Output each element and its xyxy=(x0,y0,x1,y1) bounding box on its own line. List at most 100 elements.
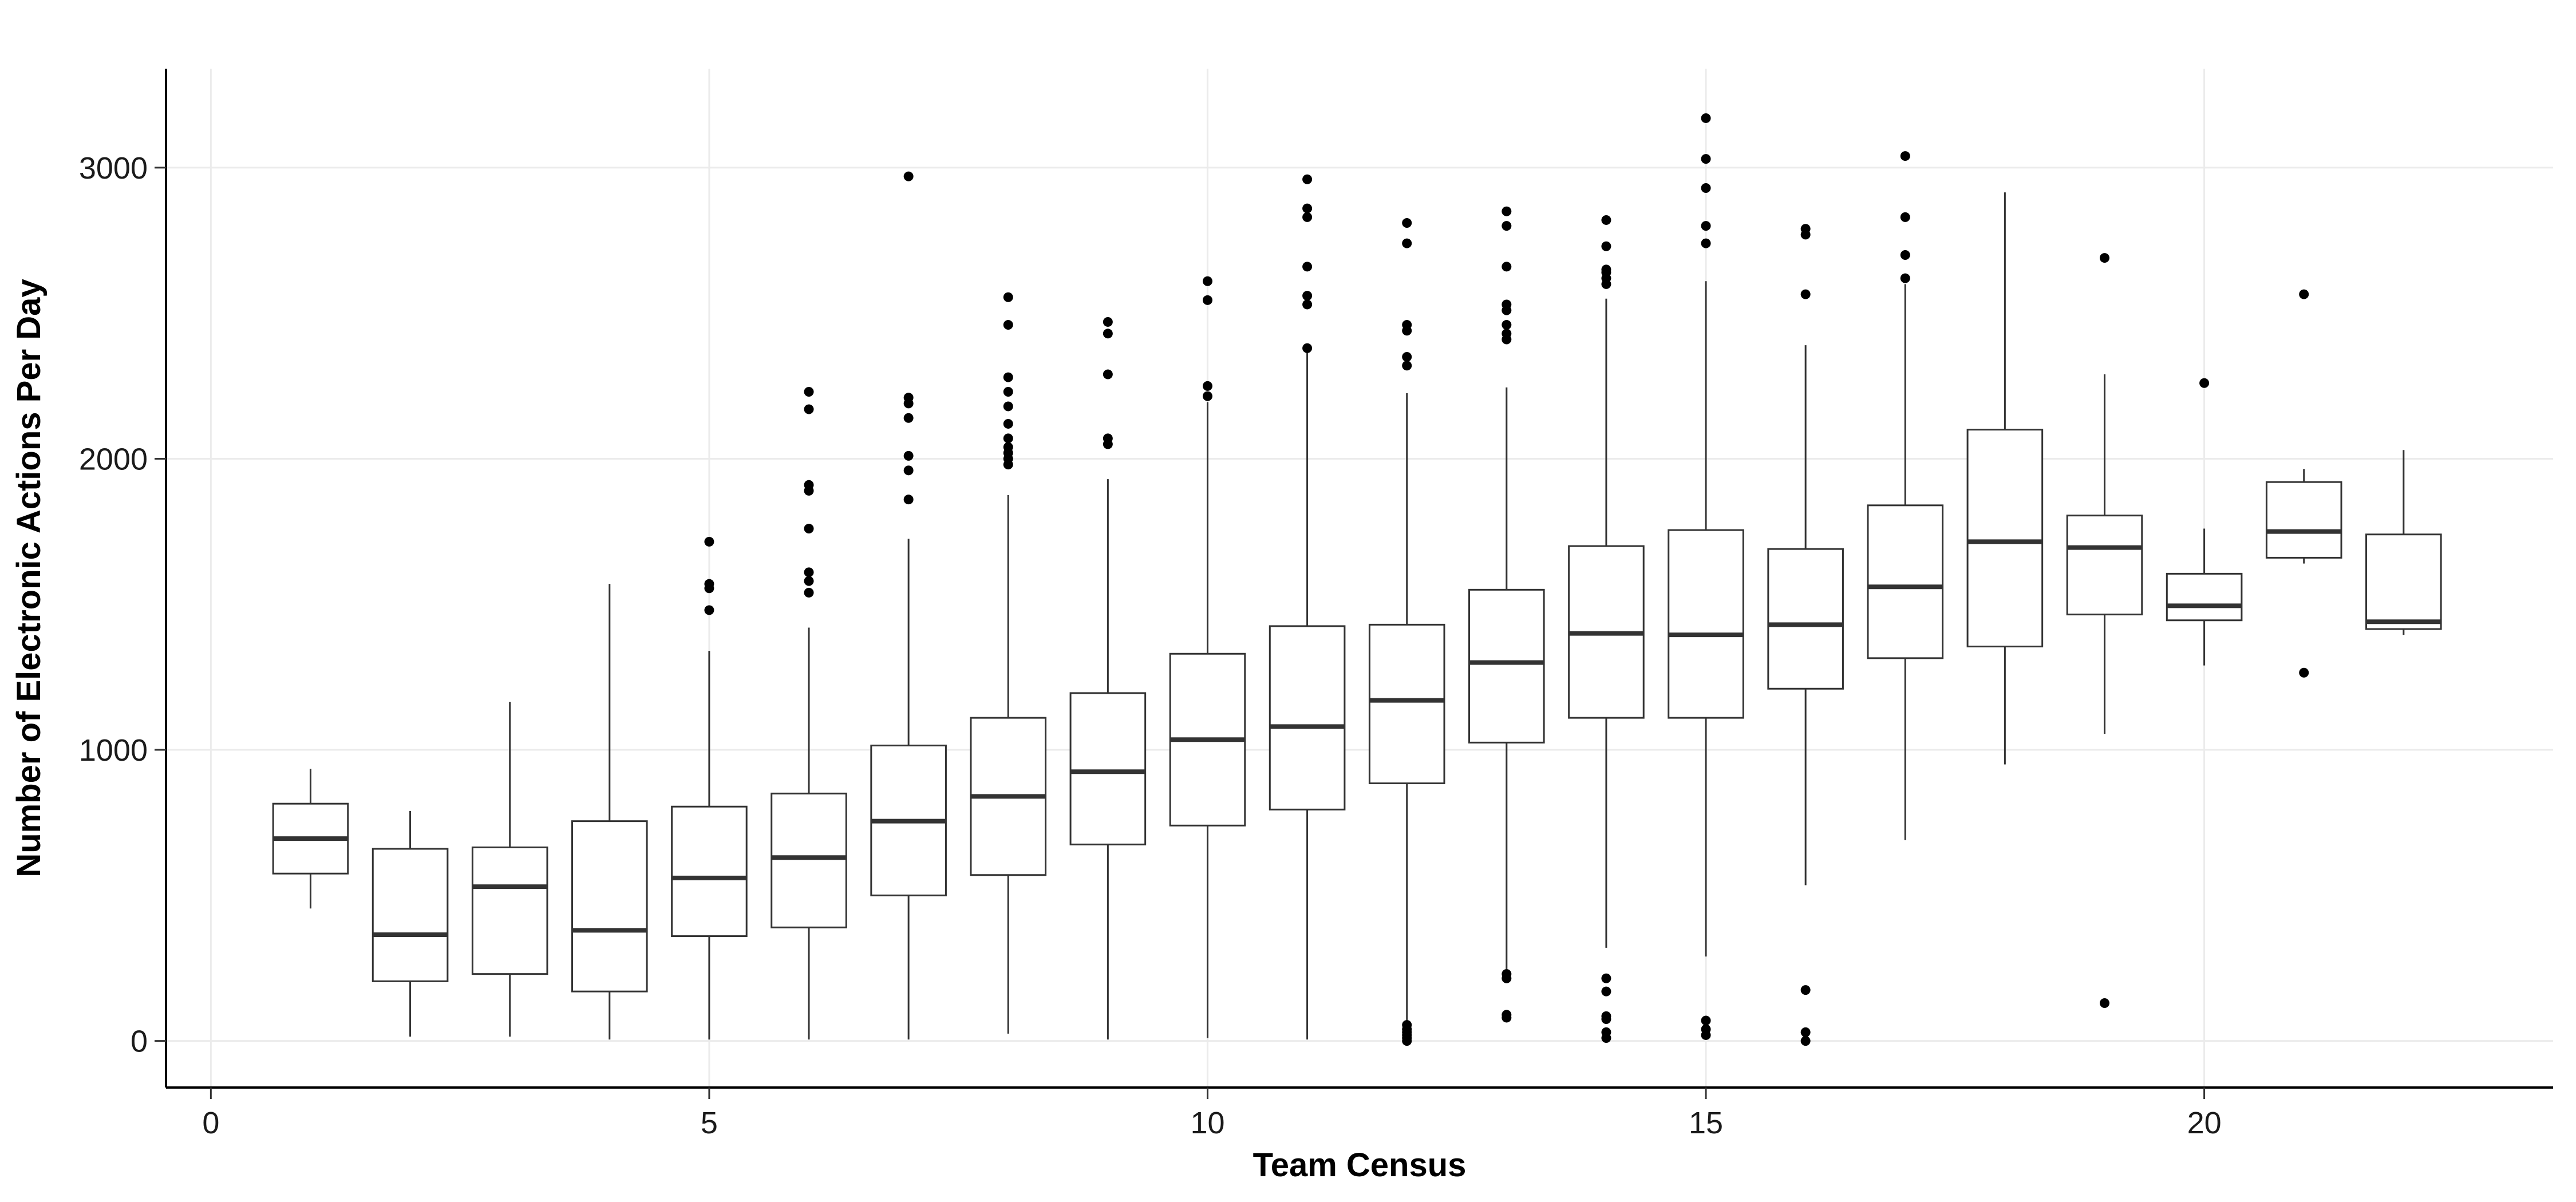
outlier-point xyxy=(1402,351,1412,362)
box-iqr xyxy=(471,846,548,975)
box-iqr xyxy=(2265,481,2342,559)
outlier-point xyxy=(1302,212,1313,222)
axis-layer xyxy=(165,69,2553,1089)
outlier-point xyxy=(804,404,814,414)
outlier-point xyxy=(1302,203,1313,213)
box-census-19 xyxy=(2066,253,2143,1009)
box-census-1 xyxy=(272,769,349,909)
box-census-18 xyxy=(1966,192,2044,765)
outlier-point xyxy=(1302,174,1313,184)
outlier-point xyxy=(1402,361,1412,371)
box-iqr xyxy=(1668,529,1744,719)
box-iqr xyxy=(2166,572,2243,622)
outlier-point xyxy=(1601,1011,1611,1021)
box-census-5 xyxy=(671,536,748,1040)
outlier-point xyxy=(2299,667,2309,678)
outlier-point xyxy=(1502,299,1512,310)
box-iqr xyxy=(1069,692,1147,845)
box-iqr xyxy=(372,848,449,982)
outlier-point xyxy=(1003,442,1013,452)
outlier-point xyxy=(1601,1027,1611,1037)
outlier-point xyxy=(1202,276,1212,286)
outlier-point xyxy=(1202,391,1212,401)
outlier-point xyxy=(804,387,814,397)
outlier-point xyxy=(1900,250,1910,260)
outlier-point xyxy=(1003,418,1013,429)
box-iqr xyxy=(671,805,748,938)
box-iqr xyxy=(1867,504,1944,659)
y-tick-label: 0 xyxy=(131,1025,148,1059)
outlier-point xyxy=(1601,241,1611,251)
outlier-point xyxy=(1003,292,1013,302)
outlier-point xyxy=(1003,320,1013,330)
box-census-21 xyxy=(2265,289,2342,678)
box-census-6 xyxy=(771,387,847,1040)
outlier-point xyxy=(1701,1024,1711,1034)
outlier-point xyxy=(2299,289,2309,299)
outlier-point xyxy=(903,450,914,461)
outlier-point xyxy=(1302,291,1313,301)
x-tick-label: 0 xyxy=(202,1106,219,1140)
box-census-13 xyxy=(1468,206,1545,1023)
y-tick-label: 1000 xyxy=(79,733,148,768)
box-census-15 xyxy=(1668,113,1744,1040)
outlier-point xyxy=(1402,238,1412,248)
box-census-9 xyxy=(1069,317,1147,1040)
box-iqr xyxy=(2066,515,2143,616)
box-census-12 xyxy=(1368,218,1445,1046)
box-census-16 xyxy=(1767,224,1844,1046)
outlier-point xyxy=(704,579,714,589)
outlier-point xyxy=(804,524,814,534)
outlier-point xyxy=(1302,343,1313,353)
outlier-point xyxy=(1302,262,1313,272)
outlier-point xyxy=(1800,224,1811,234)
tick-layer: 0 5 10 15 20 0 1000 2000 3000 xyxy=(79,151,2222,1140)
box-census-3 xyxy=(471,702,548,1037)
outlier-point xyxy=(1003,433,1013,444)
outlier-point xyxy=(804,576,814,586)
box-iqr xyxy=(1767,548,1844,690)
outlier-point xyxy=(903,413,914,423)
box-iqr xyxy=(1368,623,1445,785)
outlier-point xyxy=(1103,317,1113,327)
box-census-17 xyxy=(1867,151,1944,840)
outlier-point xyxy=(903,393,914,403)
box-census-7 xyxy=(870,171,947,1040)
outlier-point xyxy=(1601,986,1611,997)
x-tick-label: 10 xyxy=(1190,1106,1224,1140)
x-tick-label: 20 xyxy=(2187,1106,2222,1140)
outlier-point xyxy=(1502,329,1512,339)
outlier-point xyxy=(1502,262,1512,272)
outlier-point xyxy=(2099,998,2109,1009)
box-iqr xyxy=(2365,533,2442,630)
box-iqr xyxy=(1269,625,1346,810)
outlier-point xyxy=(903,495,914,505)
x-axis-title: Team Census xyxy=(1253,1146,1467,1184)
outlier-point xyxy=(903,171,914,181)
outlier-point xyxy=(1202,295,1212,305)
outlier-point xyxy=(1800,289,1811,299)
outlier-point xyxy=(1601,264,1611,275)
outlier-point xyxy=(804,567,814,578)
box-census-20 xyxy=(2166,378,2243,666)
outlier-point xyxy=(1701,183,1711,193)
y-tick-label: 3000 xyxy=(79,151,148,185)
x-tick-label: 15 xyxy=(1689,1106,1723,1140)
outlier-point xyxy=(1900,273,1910,283)
outlier-point xyxy=(704,605,714,615)
outlier-point xyxy=(1701,113,1711,123)
box-census-4 xyxy=(571,584,648,1040)
outlier-point xyxy=(1302,299,1313,310)
outlier-point xyxy=(1103,369,1113,379)
outlier-point xyxy=(1601,973,1611,983)
x-tick-label: 5 xyxy=(701,1106,718,1140)
outlier-point xyxy=(1103,433,1113,444)
outlier-point xyxy=(704,536,714,547)
outlier-point xyxy=(1502,221,1512,231)
outlier-point xyxy=(2099,253,2109,263)
outlier-point xyxy=(1502,1010,1512,1020)
outlier-point xyxy=(1402,218,1412,228)
outlier-point xyxy=(1103,329,1113,339)
outlier-point xyxy=(1502,320,1512,330)
